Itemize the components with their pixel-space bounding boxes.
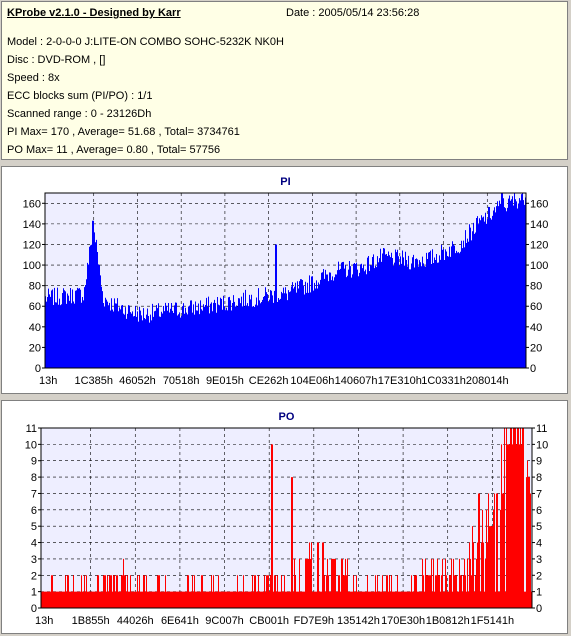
y-tick-label-left: 160 [23,198,41,210]
x-tick-label: 208014h [466,375,509,387]
x-tick-label: 9C007h [205,615,244,627]
x-tick-label: 44026h [117,615,154,627]
x-tick-label: 17E310h [378,375,422,387]
y-tick-label-left: 9 [31,456,37,468]
y-tick-label-right: 40 [530,322,542,334]
x-tick-label: 70518h [163,375,200,387]
y-tick-label-left: 0 [35,363,41,375]
y-tick-label-right: 11 [536,423,547,435]
pi-chart: PI 0 0 20 20 40 40 60 60 80 80 100 100 120 120 140 140 16… [23,176,549,387]
y-tick-label-left: 10 [25,439,37,451]
x-tick-label: 135142h [337,615,380,627]
chart-title: PI [280,176,290,188]
y-tick-label-right: 3 [536,554,542,566]
y-tick-label-right: 4 [536,538,542,550]
x-tick-label: CB001h [249,615,289,627]
y-tick-label-right: 2 [536,570,542,582]
info-disc: Disc : DVD-ROM , [] [7,54,106,66]
y-tick-label-left: 1 [31,587,37,599]
app-title: KProbe v2.1.0 - Designed by Karr [7,7,181,19]
x-tick-label: 1C0331h [421,375,466,387]
y-tick-label-right: 5 [536,521,542,533]
plot-frame [44,192,527,369]
y-tick-label-left: 0 [31,603,37,615]
x-tick-label: 1B0812h [426,615,470,627]
x-tick-label: 1C385h [74,375,113,387]
y-tick-label-right: 140 [530,219,548,231]
y-tick-label-left: 140 [23,219,41,231]
info-speed: Speed : 8x [7,72,60,84]
plot-frame [40,427,533,609]
x-tick-label: 104E06h [290,375,334,387]
y-tick-label-left: 20 [29,342,41,354]
info-panel: KProbe v2.1.0 - Designed by Karr Date : … [1,1,568,160]
y-tick-label-left: 2 [31,570,37,582]
y-tick-label-right: 8 [536,472,542,484]
info-pi-stats: PI Max= 170 , Average= 51.68 , Total= 37… [7,126,240,138]
x-tick-label: 46052h [119,375,156,387]
po-chart-panel: PO 0 0 1 1 2 2 3 3 4 4 5 5 6 6 7 7 8 8 9 9 10 10 11 11 13h 1B855h 4… [1,400,568,634]
x-tick-label: 9E015h [206,375,244,387]
y-tick-label-left: 6 [31,505,37,517]
x-tick-label: 1B855h [72,615,110,627]
x-tick-label: FD7E9h [294,615,334,627]
x-tick-label: 13h [39,375,57,387]
y-tick-label-right: 20 [530,342,542,354]
y-tick-label-left: 100 [23,260,41,272]
y-tick-label-left: 3 [31,554,37,566]
y-tick-label-right: 7 [536,488,542,500]
y-tick-label-right: 10 [536,439,548,451]
y-tick-label-left: 5 [31,521,37,533]
pi-chart-panel: PI 0 0 20 20 40 40 60 60 80 80 100 100 120 120 140 140 16… [1,166,568,394]
x-tick-label: 1F5141h [471,615,514,627]
y-tick-label-right: 100 [530,260,548,272]
y-tick-label-right: 0 [530,363,536,375]
x-tick-label: 6E641h [161,615,199,627]
y-tick-label-right: 120 [530,239,548,251]
y-tick-label-left: 8 [31,472,37,484]
y-tick-label-left: 11 [26,423,37,435]
chart-title: PO [279,411,295,423]
y-tick-label-left: 4 [31,538,37,550]
y-tick-label-left: 60 [29,301,41,313]
scan-date: Date : 2005/05/14 23:56:28 [286,7,420,19]
x-tick-label: 140607h [335,375,378,387]
y-tick-label-right: 160 [530,198,548,210]
y-tick-label-left: 40 [29,322,41,334]
y-tick-label-left: 120 [23,239,41,251]
info-range: Scanned range : 0 - 23126Dh [7,108,152,120]
info-model: Model : 2-0-0-0 J:LITE-ON COMBO SOHC-523… [7,36,284,48]
y-tick-label-right: 6 [536,505,542,517]
y-tick-label-left: 7 [31,488,37,500]
x-tick-label: 170E30h [381,615,425,627]
y-tick-label-right: 1 [536,587,542,599]
info-po-stats: PO Max= 11 , Average= 0.80 , Total= 5775… [7,144,221,156]
y-tick-label-right: 0 [536,603,542,615]
y-tick-label-right: 80 [530,281,542,293]
y-tick-label-right: 9 [536,456,542,468]
x-tick-label: CE262h [249,375,289,387]
y-tick-label-left: 80 [29,281,41,293]
info-ecc: ECC blocks sum (PI/PO) : 1/1 [7,90,153,102]
y-tick-label-right: 60 [530,301,542,313]
x-tick-label: 13h [35,615,53,627]
